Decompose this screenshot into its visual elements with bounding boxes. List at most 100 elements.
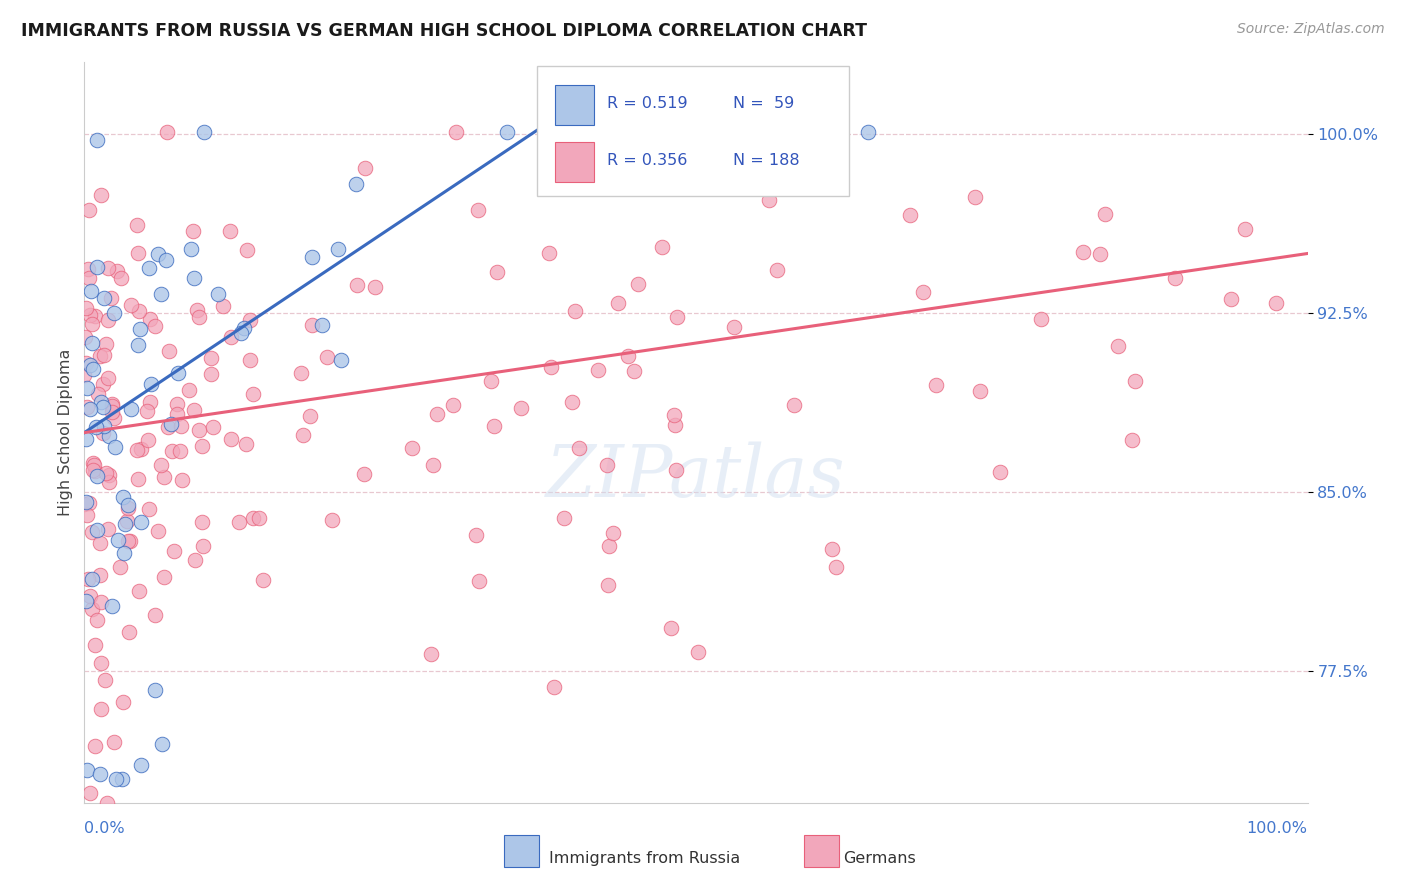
Point (662, 409, 685, 423)
Point (160, 444, 183, 458)
Point (231, 326, 253, 341)
Point (86, 613, 108, 627)
Point (486, 265, 509, 279)
Point (664, 417, 686, 432)
Point (98, 475, 121, 489)
Point (136, 433, 159, 447)
Point (105, 264, 128, 278)
Point (963, 190, 986, 204)
Point (76, 763, 98, 777)
Point (150, 458, 173, 473)
Point (157, 343, 180, 358)
Point (90, 394, 112, 409)
Point (75, 432, 97, 446)
Point (77, 202, 100, 217)
Point (683, 154, 706, 169)
Point (856, 125, 879, 139)
Point (73, 497, 96, 511)
Point (167, 367, 190, 381)
Point (82, 456, 104, 470)
Text: N = 188: N = 188 (733, 153, 799, 169)
Point (103, 735, 125, 749)
Point (107, 533, 129, 547)
Point (651, 240, 673, 254)
Point (76, 401, 98, 415)
FancyBboxPatch shape (555, 85, 595, 125)
Point (155, 253, 177, 268)
Text: ZIPatlas: ZIPatlas (546, 442, 846, 512)
Point (364, 279, 387, 293)
Point (104, 440, 127, 454)
Point (73, 368, 96, 383)
Point (90, 656, 112, 670)
Text: 0.0%: 0.0% (84, 822, 125, 837)
Point (783, 398, 806, 412)
Point (353, 467, 375, 482)
Point (112, 490, 135, 504)
Point (1264, 296, 1286, 310)
Point (97, 468, 120, 483)
Point (346, 277, 368, 292)
Point (75, 356, 97, 370)
Point (110, 772, 132, 786)
Point (127, 473, 149, 487)
Point (100, 291, 122, 305)
Point (311, 318, 333, 332)
Point (212, 299, 235, 313)
Point (401, 441, 423, 455)
Point (200, 368, 222, 382)
Point (723, 319, 745, 334)
Point (988, 465, 1011, 479)
Point (242, 386, 264, 401)
Y-axis label: High School Diploma: High School Diploma (58, 349, 73, 516)
Point (128, 583, 150, 598)
Text: R = 0.356: R = 0.356 (606, 153, 688, 169)
Point (131, 515, 153, 529)
Point (290, 366, 312, 380)
Point (128, 304, 150, 318)
Point (441, 398, 464, 412)
Point (120, 402, 142, 417)
Point (291, 427, 314, 442)
Point (183, 402, 205, 417)
Point (561, 395, 583, 409)
Point (84, 420, 107, 434)
Point (191, 515, 214, 529)
FancyBboxPatch shape (503, 835, 540, 867)
Point (94, 467, 117, 481)
Point (665, 463, 688, 477)
Point (163, 544, 186, 558)
Point (925, 377, 948, 392)
Point (509, 401, 531, 415)
Point (160, 417, 183, 431)
Point (166, 396, 188, 410)
Point (100, 405, 122, 419)
Point (117, 500, 139, 515)
Point (301, 318, 323, 333)
Point (79, 308, 101, 322)
Point (86, 523, 108, 537)
Point (91, 426, 114, 441)
Point (75, 329, 97, 343)
Point (112, 546, 135, 560)
Point (181, 224, 204, 238)
Point (821, 541, 844, 556)
Point (118, 534, 141, 549)
Point (170, 418, 193, 433)
Point (596, 578, 619, 592)
Point (103, 306, 125, 320)
Point (627, 277, 650, 292)
Point (1094, 207, 1116, 221)
Point (298, 409, 321, 424)
Point (127, 338, 149, 352)
Point (1123, 374, 1146, 388)
Point (86, 260, 108, 274)
Point (187, 423, 209, 437)
Point (540, 360, 562, 375)
Point (82, 572, 104, 586)
Point (93, 673, 115, 687)
Point (90, 187, 112, 202)
Point (1029, 311, 1052, 326)
Point (553, 511, 575, 525)
Point (239, 313, 262, 327)
